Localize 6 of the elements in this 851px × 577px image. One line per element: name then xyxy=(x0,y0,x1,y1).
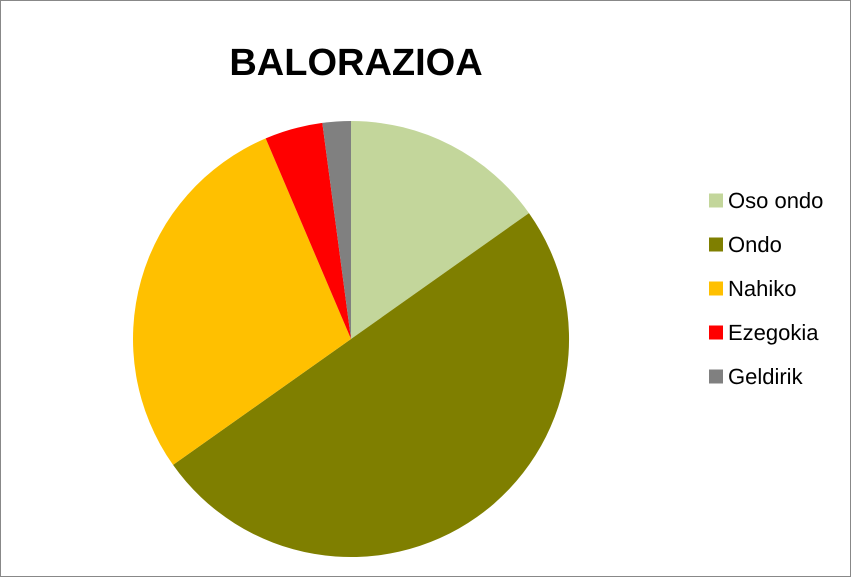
legend-label: Ondo xyxy=(728,232,782,257)
legend-label: Nahiko xyxy=(728,276,796,301)
legend-label: Ezegokia xyxy=(728,320,820,345)
chart-title: BALORAZIOA xyxy=(229,42,483,84)
legend-label: Oso ondo xyxy=(728,188,824,213)
legend-label: Geldirik xyxy=(728,364,804,389)
